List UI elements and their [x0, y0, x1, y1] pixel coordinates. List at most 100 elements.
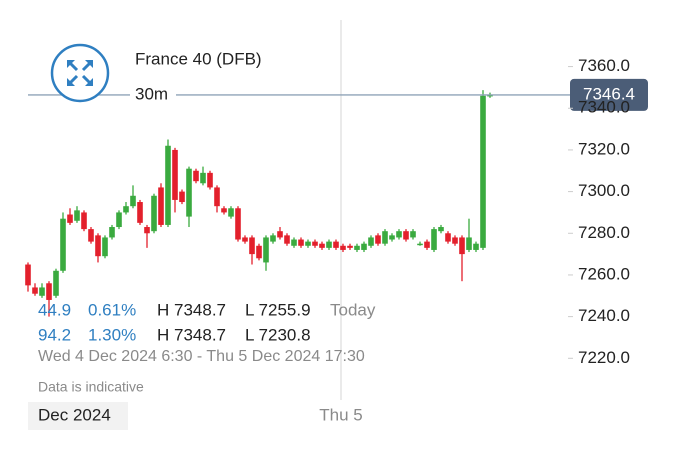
- high: H 7348.7: [157, 300, 226, 319]
- x-period: Dec 2024: [38, 405, 111, 424]
- candle-body: [221, 208, 227, 213]
- candle-body: [284, 235, 290, 244]
- candle-body: [354, 245, 360, 250]
- date-range: Wed 4 Dec 2024 6:30 - Thu 5 Dec 2024 17:…: [38, 348, 365, 365]
- change-pct: 1.30%: [88, 325, 136, 344]
- y-tick-label: 7320.0: [578, 139, 630, 158]
- candle-body: [347, 245, 353, 248]
- y-tick-label: 7340.0: [578, 98, 630, 117]
- candle-body: [172, 149, 178, 200]
- candle-body: [403, 231, 409, 240]
- candle-body: [102, 237, 108, 257]
- candle-body: [417, 243, 423, 246]
- y-tick-label: 7280.0: [578, 223, 630, 242]
- candle-body: [228, 208, 234, 217]
- candle-body: [151, 195, 157, 232]
- low: L 7230.8: [245, 325, 311, 344]
- candle-body: [144, 227, 150, 234]
- candle-body: [60, 218, 66, 271]
- last-line: 7346.4: [28, 78, 648, 111]
- candle-body: [95, 235, 101, 257]
- instrument-title: France 40 (DFB): [135, 49, 262, 68]
- candle-body: [123, 206, 129, 213]
- candle-body: [319, 243, 325, 248]
- candle-body: [312, 241, 318, 246]
- candle-body: [67, 214, 73, 223]
- candle-body: [109, 227, 115, 238]
- last-value-label: 7346.4: [583, 84, 635, 103]
- candle-body: [389, 235, 395, 240]
- candle-body: [74, 210, 80, 221]
- candle-body: [165, 145, 171, 225]
- candle-body: [130, 195, 136, 207]
- interval-bg: [130, 84, 176, 106]
- candle-body: [249, 237, 255, 255]
- candle-body: [473, 243, 479, 250]
- candles: [25, 90, 493, 317]
- candle-body: [431, 229, 437, 250]
- low: L 7255.9: [245, 300, 311, 319]
- change-pct: 0.61%: [88, 300, 136, 319]
- y-tick-label: 7360.0: [578, 56, 630, 75]
- change: 94.2: [38, 325, 71, 344]
- candle-body: [410, 231, 416, 238]
- expand-icon: [67, 60, 93, 86]
- candle-body: [32, 287, 38, 294]
- candle-body: [242, 237, 248, 242]
- candle-body: [361, 243, 367, 250]
- candle-body: [158, 187, 164, 225]
- x-marker: Thu 5: [319, 405, 362, 424]
- candle-body: [256, 245, 262, 259]
- y-tick-label: 7300.0: [578, 181, 630, 200]
- candle-body: [291, 239, 297, 246]
- candle-body: [186, 168, 192, 217]
- candle-body: [235, 208, 241, 240]
- candle-body: [480, 95, 486, 248]
- expand-button[interactable]: [50, 43, 110, 103]
- candle-body: [81, 212, 87, 230]
- candle-body: [340, 245, 346, 250]
- y-tick-label: 7260.0: [578, 264, 630, 283]
- candle-body: [438, 227, 444, 232]
- candle-body: [207, 172, 213, 188]
- high: H 7348.7: [157, 325, 226, 344]
- candle-body: [424, 241, 430, 248]
- candle-body: [214, 187, 220, 207]
- candle-body: [270, 235, 276, 242]
- candle-body: [466, 237, 472, 250]
- y-tick-label: 7220.0: [578, 348, 630, 367]
- candle-body: [193, 170, 199, 182]
- candle-body: [326, 241, 332, 248]
- candle-body: [53, 270, 59, 296]
- candle-body: [46, 283, 52, 300]
- period: Today: [330, 300, 376, 319]
- candle-body: [179, 191, 185, 203]
- candle-body: [305, 241, 311, 246]
- interval: 30m: [135, 84, 168, 103]
- candle-body: [396, 231, 402, 238]
- candle-body: [298, 239, 304, 246]
- candle-body: [39, 287, 45, 296]
- candle-body: [88, 229, 94, 242]
- period-bg: [28, 402, 128, 430]
- candle-body: [333, 241, 339, 248]
- note: Data is indicative: [38, 379, 144, 395]
- candle-body: [116, 212, 122, 228]
- y-tick-label: 7240.0: [578, 306, 630, 325]
- candle-body: [200, 172, 206, 184]
- candle-body: [487, 94, 493, 97]
- candle-body: [382, 231, 388, 244]
- candle-body: [277, 231, 283, 238]
- candle-body: [445, 233, 451, 242]
- candle-body: [263, 237, 269, 263]
- candle-body: [368, 237, 374, 246]
- candle-body: [375, 235, 381, 244]
- last-value-badge: [570, 78, 648, 111]
- candle-body: [459, 237, 465, 255]
- candle-body: [452, 237, 458, 244]
- candle-body: [25, 264, 31, 286]
- change: 44.9: [38, 300, 71, 319]
- y-axis: 7220.0 7240.0 7260.0 7280.0 7300.0 7320.0 7340…: [568, 56, 630, 367]
- candle-body: [137, 202, 143, 223]
